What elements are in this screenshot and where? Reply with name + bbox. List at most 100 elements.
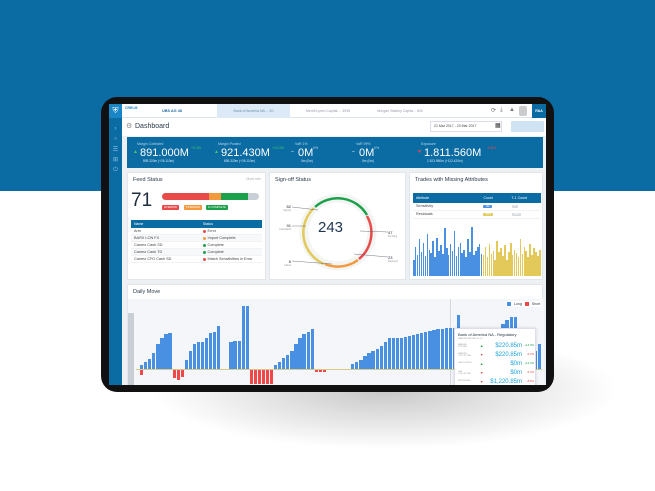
- long-bar[interactable]: [160, 337, 164, 369]
- long-bar[interactable]: [237, 341, 241, 369]
- long-bar[interactable]: [383, 342, 387, 369]
- short-bar[interactable]: [269, 370, 274, 384]
- long-bar[interactable]: [152, 353, 156, 369]
- warning-icon[interactable]: ▲: [509, 107, 515, 113]
- long-bar[interactable]: [424, 332, 428, 369]
- table-row[interactable]: Residuals 3037 2985: [413, 211, 541, 219]
- long-bar[interactable]: [408, 335, 412, 369]
- long-bar[interactable]: [399, 337, 404, 369]
- long-bar[interactable]: [359, 360, 363, 369]
- scrollbar[interactable]: [128, 313, 134, 385]
- long-bar[interactable]: [302, 333, 306, 369]
- long-bar[interactable]: [537, 344, 542, 369]
- long-bar[interactable]: [156, 344, 160, 369]
- long-bar[interactable]: [148, 359, 152, 369]
- long-bar[interactable]: [196, 342, 201, 369]
- long-bar[interactable]: [140, 365, 144, 369]
- avatar[interactable]: [519, 106, 527, 116]
- long-bar[interactable]: [420, 333, 424, 369]
- long-bar[interactable]: [282, 357, 286, 369]
- long-bar[interactable]: [436, 329, 440, 369]
- short-bar[interactable]: [322, 370, 326, 372]
- signoff-category: Calculated: [279, 228, 291, 231]
- long-bar[interactable]: [412, 334, 416, 369]
- long-bar[interactable]: [294, 344, 298, 369]
- long-bar[interactable]: [403, 336, 408, 369]
- long-bar[interactable]: [188, 351, 192, 369]
- long-bar[interactable]: [245, 306, 249, 369]
- long-bar[interactable]: [363, 355, 367, 369]
- long-bar[interactable]: [233, 341, 237, 369]
- long-bar[interactable]: [286, 354, 290, 369]
- long-bar[interactable]: [432, 330, 436, 369]
- table-row[interactable]: Sensitivity 192 51: [413, 203, 541, 211]
- long-bar[interactable]: [391, 337, 395, 369]
- long-bar[interactable]: [209, 333, 213, 369]
- tab-counterparty-1[interactable]: Bank of America NA ... 20: [217, 104, 290, 118]
- short-bar[interactable]: [253, 370, 257, 384]
- download-icon[interactable]: ⤓: [500, 107, 503, 113]
- globe-icon[interactable]: ○: [113, 136, 118, 142]
- long-bar[interactable]: [184, 360, 188, 369]
- long-bar[interactable]: [274, 364, 278, 369]
- short-bar[interactable]: [172, 370, 176, 379]
- long-bar[interactable]: [367, 353, 371, 369]
- hierarchy-icon[interactable]: ⊞: [112, 157, 119, 163]
- long-bar[interactable]: [440, 328, 444, 369]
- tab-counterparty-3[interactable]: Morgan Stanley Capita... 840: [377, 109, 423, 113]
- long-bar[interactable]: [416, 333, 420, 369]
- run-button[interactable]: [511, 121, 544, 132]
- long-bar[interactable]: [144, 362, 148, 369]
- tab-counterparty-2[interactable]: Merrill Lynch Capital ... 4935: [305, 109, 351, 113]
- short-bar[interactable]: [249, 370, 253, 384]
- long-bar[interactable]: [168, 333, 172, 369]
- date-range-input[interactable]: 21 Mar 2017 - 23 Mar 2017: [430, 121, 502, 132]
- short-bar[interactable]: [318, 370, 322, 373]
- power-icon[interactable]: ⏻: [113, 167, 118, 173]
- more-info-link[interactable]: More info: [246, 177, 261, 181]
- long-bar[interactable]: [290, 351, 294, 369]
- long-bar[interactable]: [310, 328, 314, 369]
- user-initials[interactable]: R&A: [532, 104, 546, 118]
- long-bar[interactable]: [306, 332, 310, 369]
- long-bar[interactable]: [298, 337, 302, 369]
- long-bar[interactable]: [379, 345, 383, 369]
- long-bar[interactable]: [241, 306, 245, 369]
- calendar-icon[interactable]: ▦: [495, 123, 501, 129]
- long-bar[interactable]: [371, 351, 375, 369]
- entity-selector[interactable]: UBS AG 48: [162, 109, 182, 113]
- long-bar[interactable]: [164, 333, 168, 369]
- long-bar[interactable]: [278, 362, 282, 369]
- short-bar[interactable]: [261, 370, 266, 384]
- list-icon[interactable]: ☰: [112, 147, 119, 153]
- short-bar[interactable]: [314, 370, 318, 373]
- long-bar[interactable]: [213, 332, 217, 369]
- table-row[interactable]: Cameo Cash TD Complete: [131, 249, 262, 256]
- table-row[interactable]: BARX LON FX Import Complete: [131, 235, 262, 242]
- table-row[interactable]: Arm Error: [131, 228, 262, 235]
- long-bar[interactable]: [351, 363, 355, 369]
- short-bar[interactable]: [180, 370, 184, 377]
- short-bar[interactable]: [265, 370, 270, 384]
- chevron-right-icon[interactable]: ›: [114, 126, 117, 132]
- shield-logo-icon[interactable]: ⛨: [109, 104, 122, 118]
- long-bar[interactable]: [375, 348, 379, 369]
- short-bar[interactable]: [257, 370, 262, 384]
- long-bar[interactable]: [395, 337, 400, 369]
- long-bar[interactable]: [192, 344, 197, 369]
- short-bar[interactable]: [140, 370, 144, 375]
- trade-bar: [428, 249, 431, 276]
- long-bar[interactable]: [205, 337, 209, 369]
- table-row[interactable]: Cameo Cash SD Complete: [131, 242, 262, 249]
- long-bar[interactable]: [428, 331, 432, 369]
- long-bar[interactable]: [444, 327, 448, 369]
- long-bar[interactable]: [448, 327, 452, 369]
- long-bar[interactable]: [217, 326, 221, 369]
- long-bar[interactable]: [200, 342, 205, 369]
- short-bar[interactable]: [176, 370, 180, 380]
- table-row[interactable]: Cameo CFD Cash SD Match Sensitivities in …: [131, 256, 262, 263]
- long-bar[interactable]: [387, 338, 391, 369]
- long-bar[interactable]: [229, 342, 233, 369]
- long-bar[interactable]: [355, 362, 359, 369]
- refresh-icon[interactable]: ⟳: [491, 108, 497, 114]
